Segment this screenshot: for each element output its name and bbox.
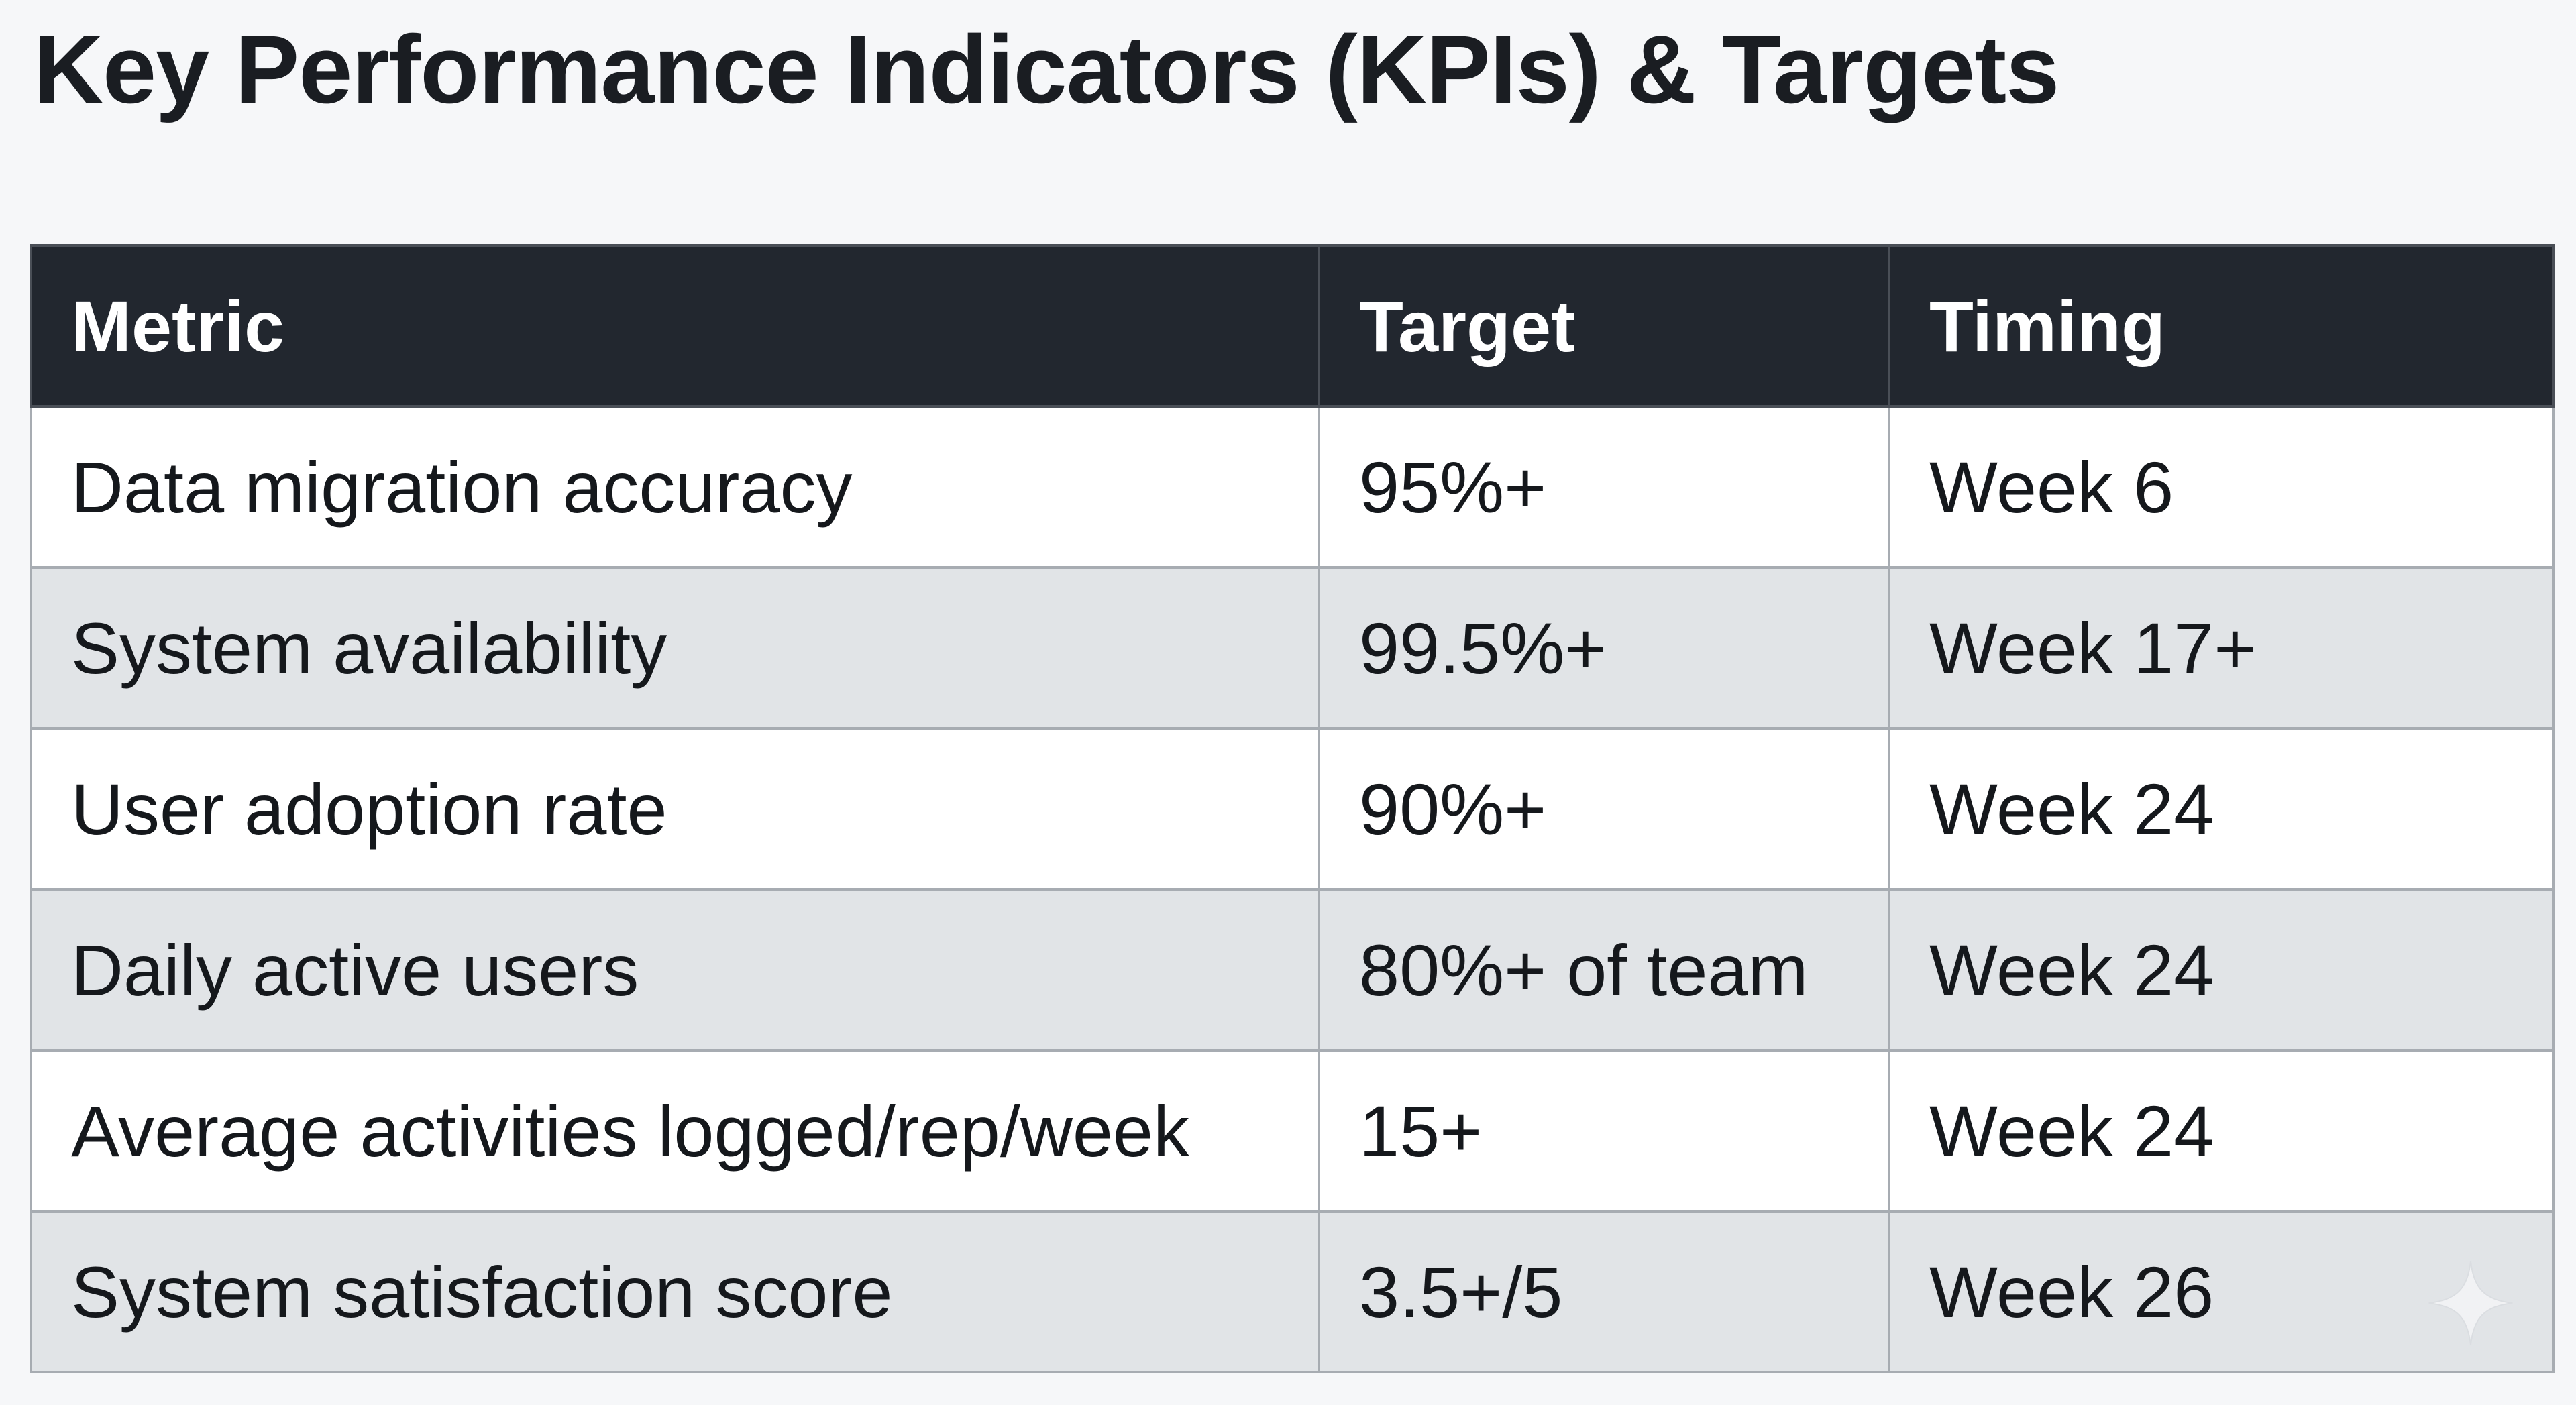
cell-timing: Week 17+ bbox=[1888, 566, 2555, 730]
cell-metric: Data migration accuracy bbox=[30, 405, 1320, 569]
cell-metric: User adoption rate bbox=[30, 727, 1320, 891]
column-header-metric: Metric bbox=[30, 244, 1320, 408]
cell-timing: Week 6 bbox=[1888, 405, 2555, 569]
column-header-target: Target bbox=[1318, 244, 1890, 408]
kpi-table: Metric Target Timing Data migration accu… bbox=[30, 244, 2555, 1373]
cell-metric: Average activities logged/rep/week bbox=[30, 1049, 1320, 1213]
table-header-row: Metric Target Timing bbox=[30, 244, 2555, 408]
cell-timing: Week 24 bbox=[1888, 727, 2555, 891]
table-row: Data migration accuracy 95%+ Week 6 bbox=[30, 405, 2555, 569]
cell-target: 3.5+/5 bbox=[1318, 1210, 1890, 1373]
page-title: Key Performance Indicators (KPIs) & Targ… bbox=[34, 15, 2059, 123]
cell-timing: Week 24 bbox=[1888, 1049, 2555, 1213]
cell-target: 95%+ bbox=[1318, 405, 1890, 569]
cell-metric: Daily active users bbox=[30, 888, 1320, 1052]
cell-target: 15+ bbox=[1318, 1049, 1890, 1213]
cell-timing: Week 24 bbox=[1888, 888, 2555, 1052]
table-row: Daily active users 80%+ of team Week 24 bbox=[30, 888, 2555, 1052]
sparkle-icon bbox=[2428, 1261, 2513, 1345]
cell-timing: Week 26 bbox=[1888, 1210, 2555, 1373]
table-row: User adoption rate 90%+ Week 24 bbox=[30, 727, 2555, 891]
cell-metric: System satisfaction score bbox=[30, 1210, 1320, 1373]
cell-target: 99.5%+ bbox=[1318, 566, 1890, 730]
column-header-timing: Timing bbox=[1888, 244, 2555, 408]
cell-metric: System availability bbox=[30, 566, 1320, 730]
table-row: System availability 99.5%+ Week 17+ bbox=[30, 566, 2555, 730]
cell-target: 80%+ of team bbox=[1318, 888, 1890, 1052]
table-row: Average activities logged/rep/week 15+ W… bbox=[30, 1049, 2555, 1213]
table-row: System satisfaction score 3.5+/5 Week 26 bbox=[30, 1210, 2555, 1373]
cell-target: 90%+ bbox=[1318, 727, 1890, 891]
